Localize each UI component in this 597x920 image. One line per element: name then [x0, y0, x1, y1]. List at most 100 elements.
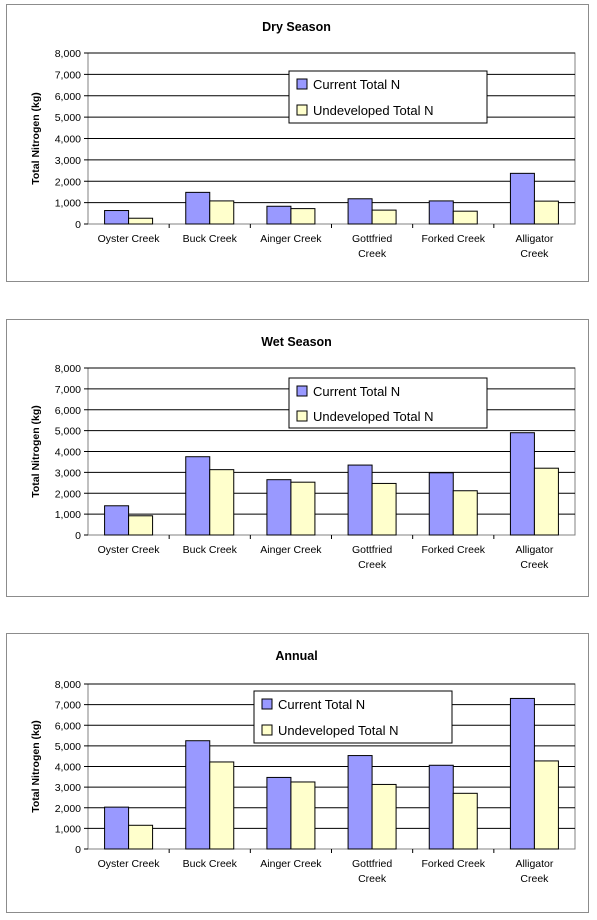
wet-season-chart-title: Wet Season	[261, 335, 332, 349]
wet-season-category-label: Buck Creek	[183, 544, 238, 556]
annual-bar-current	[104, 806, 130, 850]
dry-season-category-label: Buck Creek	[183, 233, 238, 245]
annual-legend-swatch-current	[261, 698, 273, 710]
annual-bar-undeveloped	[452, 792, 478, 850]
annual-y-tick-label: 2,000	[55, 803, 81, 815]
dry-season-y-tick-label: 6,000	[55, 91, 81, 103]
annual-y-tick-label: 3,000	[55, 782, 81, 794]
wet-season-bar-undeveloped	[209, 469, 235, 536]
dry-season-y-tick-label: 7,000	[55, 69, 81, 81]
dry-season-category-label: Alligator Creek	[515, 233, 553, 260]
annual-category-label: Oyster Creek	[98, 858, 161, 870]
dry-season-chart-title: Dry Season	[262, 20, 331, 34]
annual-chart: Annual 0 1,000 2,000 3,000 4,000 5,000 6,000 7,0…	[30, 649, 576, 885]
dry-season-y-tick-label: 4,000	[55, 134, 81, 146]
annual-bar-current	[185, 740, 211, 850]
wet-season-category-label: Alligator Creek	[515, 544, 553, 571]
annual-legend-label-current: Current Total N	[278, 697, 365, 712]
dry-season-y-tick-label: 0	[75, 219, 81, 231]
wet-season-legend-swatch-current	[296, 385, 308, 397]
dry-season-y-tick-label: 2,000	[55, 176, 81, 188]
dry-season-legend	[288, 70, 488, 124]
dry-season-category-label: Gottfried Creek	[352, 233, 392, 260]
annual-bar-current	[509, 697, 535, 850]
annual-bar-current	[266, 776, 292, 850]
dry-season-bar-undeveloped	[371, 209, 397, 225]
dry-season-bar-undeveloped	[209, 200, 235, 225]
dry-season-bar-undeveloped	[290, 208, 316, 225]
annual-bar-undeveloped	[128, 824, 154, 850]
annual-bar-current	[347, 755, 373, 850]
wet-season-y-tick-label: 1,000	[55, 509, 81, 521]
dry-season-y-tick-label: 8,000	[55, 48, 81, 60]
wet-season-legend	[288, 377, 488, 429]
annual-legend-label-undeveloped: Undeveloped Total N	[278, 723, 398, 738]
wet-season-bar-current	[104, 505, 130, 536]
dry-season-legend-label-current: Current Total N	[313, 77, 400, 92]
annual-y-tick-label: 0	[75, 844, 81, 856]
wet-season-category-label: Forked Creek	[421, 544, 485, 556]
dry-season-bar-current	[347, 198, 373, 225]
dry-season-bar-current	[428, 200, 454, 225]
wet-season-bar-undeveloped	[290, 481, 316, 536]
dry-season-legend-swatch-current	[296, 78, 308, 90]
annual-category-label: Buck Creek	[183, 858, 238, 870]
wet-season-y-axis-label: Total Nitrogen (kg)	[30, 405, 42, 498]
annual-category-label: Ainger Creek	[260, 858, 322, 870]
dry-season-bar-undeveloped	[452, 210, 478, 225]
wet-season-category-label: Oyster Creek	[98, 544, 161, 556]
annual-bar-undeveloped	[290, 781, 316, 850]
wet-season-y-tick-label: 3,000	[55, 467, 81, 479]
dry-season-legend-swatch-undeveloped	[296, 104, 308, 116]
annual-category-label: Gottfried Creek	[352, 858, 392, 885]
wet-season-bar-undeveloped	[371, 482, 397, 536]
annual-y-tick-label: 7,000	[55, 700, 81, 712]
dry-season-y-axis-label: Total Nitrogen (kg)	[30, 92, 42, 185]
annual-y-tick-label: 4,000	[55, 762, 81, 774]
wet-season-y-tick-label: 8,000	[55, 363, 81, 375]
wet-season-y-tick-label: 4,000	[55, 447, 81, 459]
annual-y-tick-label: 1,000	[55, 823, 81, 835]
annual-bar-undeveloped	[371, 783, 397, 850]
dry-season-legend-label-undeveloped: Undeveloped Total N	[313, 103, 433, 118]
wet-season-category-label: Ainger Creek	[260, 544, 322, 556]
dry-season-bar-current	[266, 205, 292, 225]
annual-y-tick-label: 8,000	[55, 679, 81, 691]
annual-bar-undeveloped	[209, 761, 235, 850]
wet-season-bar-current	[185, 456, 211, 536]
annual-bar-current	[428, 764, 454, 850]
wet-season-bar-current	[428, 472, 454, 536]
dry-season-category-label: Forked Creek	[421, 233, 485, 245]
wet-season-bar-current	[266, 479, 292, 536]
annual-legend	[253, 690, 453, 744]
wet-season-chart-panel: Wet Season 0 1,000 2,000 3,000 4,000 5,000 6,00…	[6, 319, 589, 597]
annual-category-label: Forked Creek	[421, 858, 485, 870]
annual-chart-panel: Annual 0 1,000 2,000 3,000 4,000 5,000 6,000 7,0…	[6, 633, 589, 913]
annual-y-axis-label: Total Nitrogen (kg)	[30, 720, 42, 813]
dry-season-category-label: Ainger Creek	[260, 233, 322, 245]
annual-y-tick-label: 5,000	[55, 741, 81, 753]
wet-season-bar-current	[509, 432, 535, 536]
dry-season-bar-current	[185, 191, 211, 225]
wet-season-chart: Wet Season 0 1,000 2,000 3,000 4,000 5,000 6,00…	[30, 335, 576, 571]
dry-season-y-tick-label: 3,000	[55, 155, 81, 167]
wet-season-bar-current	[347, 464, 373, 536]
dry-season-bar-undeveloped	[533, 200, 559, 225]
dry-season-category-label: Oyster Creek	[98, 233, 161, 245]
wet-season-legend-swatch-undeveloped	[296, 410, 308, 422]
annual-bar-undeveloped	[533, 760, 559, 850]
annual-y-tick-label: 6,000	[55, 720, 81, 732]
wet-season-bar-undeveloped	[533, 467, 559, 536]
wet-season-y-tick-label: 7,000	[55, 384, 81, 396]
annual-chart-title: Annual	[275, 649, 317, 663]
wet-season-category-label: Gottfried Creek	[352, 544, 392, 571]
dry-season-y-tick-label: 1,000	[55, 198, 81, 210]
wet-season-y-tick-label: 2,000	[55, 488, 81, 500]
annual-legend-swatch-undeveloped	[261, 724, 273, 736]
dry-season-bar-current	[104, 210, 130, 225]
annual-category-label: Alligator Creek	[515, 858, 553, 885]
wet-season-legend-label-undeveloped: Undeveloped Total N	[313, 409, 433, 424]
wet-season-y-tick-label: 6,000	[55, 405, 81, 417]
dry-season-bar-current	[509, 172, 535, 225]
wet-season-y-tick-label: 0	[75, 530, 81, 542]
